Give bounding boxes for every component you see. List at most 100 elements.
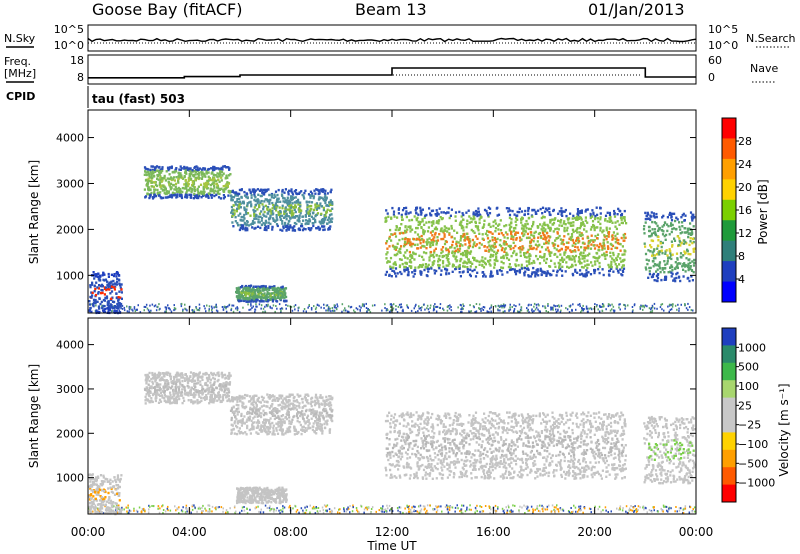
scatter-cell xyxy=(258,303,261,306)
scatter-cell xyxy=(666,509,668,512)
echo-cell xyxy=(462,213,465,217)
power-x-ticks xyxy=(87,110,697,313)
echo-cell xyxy=(405,249,409,252)
echo-cell xyxy=(684,214,687,217)
echo-cell xyxy=(269,209,272,213)
echo-cell xyxy=(604,219,607,222)
scatter-cell xyxy=(445,504,448,507)
echo-cell xyxy=(147,177,150,180)
scatter-cell xyxy=(305,310,307,313)
echo-cell xyxy=(560,269,564,273)
echo-cell xyxy=(473,231,476,234)
scatter-cell xyxy=(199,507,201,510)
echo-cell xyxy=(538,231,541,235)
echo-cell xyxy=(518,236,522,239)
echo-cell xyxy=(576,218,579,221)
echo-cell xyxy=(455,255,458,258)
echo-cell xyxy=(172,184,175,187)
scatter-cell xyxy=(624,305,627,308)
echo-cell xyxy=(454,211,458,214)
echo-cell xyxy=(258,205,261,208)
echo-cell xyxy=(489,259,492,262)
echo-cell xyxy=(605,250,608,254)
echo-cell xyxy=(240,215,243,219)
echo-cell xyxy=(491,249,494,252)
echo-cell xyxy=(206,193,209,196)
echo-cell xyxy=(461,212,464,215)
echo-cell xyxy=(533,231,536,235)
echo-cell xyxy=(320,205,323,208)
cpid-label: CPID xyxy=(6,90,35,103)
echo-cell xyxy=(103,308,106,311)
echo-cell xyxy=(250,196,253,199)
echo-cell xyxy=(245,212,248,216)
echo-cell xyxy=(564,248,567,252)
echo-cell xyxy=(431,241,434,244)
echo-cell xyxy=(590,225,593,229)
echo-cell xyxy=(565,229,569,232)
echo-cell xyxy=(174,188,177,191)
echo-cell xyxy=(661,225,664,228)
echo-cell xyxy=(569,249,572,252)
echo-cell xyxy=(567,256,570,259)
echo-cell xyxy=(271,201,274,205)
echo-cell xyxy=(283,300,286,303)
scatter-cell xyxy=(193,309,195,312)
echo-cell xyxy=(465,225,468,229)
echo-cell xyxy=(314,214,317,218)
echo-cell xyxy=(441,255,444,259)
echo-cell xyxy=(529,227,532,231)
echo-cell xyxy=(438,233,441,236)
echo-cell xyxy=(580,218,583,221)
scatter-cell xyxy=(294,505,297,508)
echo-cell xyxy=(609,251,612,254)
echo-cell xyxy=(423,268,426,272)
echo-cell xyxy=(426,238,429,241)
echo-cell xyxy=(456,231,459,234)
scatter-cell xyxy=(418,505,420,508)
scatter-cell xyxy=(571,512,573,515)
echo-cell xyxy=(259,289,262,293)
echo-cell xyxy=(682,268,685,271)
scatter-cell xyxy=(232,310,235,313)
echo-cell xyxy=(489,207,492,210)
echo-cell xyxy=(117,306,120,309)
echo-cell xyxy=(385,209,388,212)
echo-cell xyxy=(207,196,210,199)
echo-cell xyxy=(689,237,692,240)
echo-cell xyxy=(480,243,483,246)
echo-cell xyxy=(546,232,549,235)
scatter-cell xyxy=(497,309,499,312)
scatter-cell xyxy=(550,510,553,513)
echo-cell xyxy=(573,260,576,263)
echo-cell xyxy=(647,213,650,216)
echo-cell xyxy=(581,237,584,240)
echo-cell xyxy=(577,260,580,263)
echo-cell xyxy=(664,263,667,266)
echo-cell xyxy=(667,225,670,228)
echo-cell xyxy=(473,241,476,244)
echo-cell xyxy=(682,264,685,267)
scatter-cell xyxy=(389,310,391,313)
echo-cell xyxy=(242,200,245,203)
echo-cell xyxy=(420,213,423,216)
echo-cell xyxy=(604,257,607,260)
echo-cell xyxy=(273,193,276,196)
noise-panel-frame xyxy=(87,24,697,52)
echo-cell xyxy=(523,274,526,277)
scatter-cell xyxy=(208,308,210,311)
echo-cell xyxy=(484,261,487,265)
echo-cell xyxy=(237,297,240,301)
echo-cell xyxy=(238,204,241,208)
scatter-cell xyxy=(115,504,118,507)
echo-cell xyxy=(514,244,517,248)
echo-cell xyxy=(497,232,501,235)
echo-cell xyxy=(147,168,150,171)
echo-cell xyxy=(527,206,530,210)
echo-cell xyxy=(112,283,115,286)
echo-cell xyxy=(213,165,216,169)
echo-cell xyxy=(196,172,199,176)
echo-cell xyxy=(488,244,491,247)
scatter-cell xyxy=(360,505,363,508)
echo-cell xyxy=(438,207,441,210)
